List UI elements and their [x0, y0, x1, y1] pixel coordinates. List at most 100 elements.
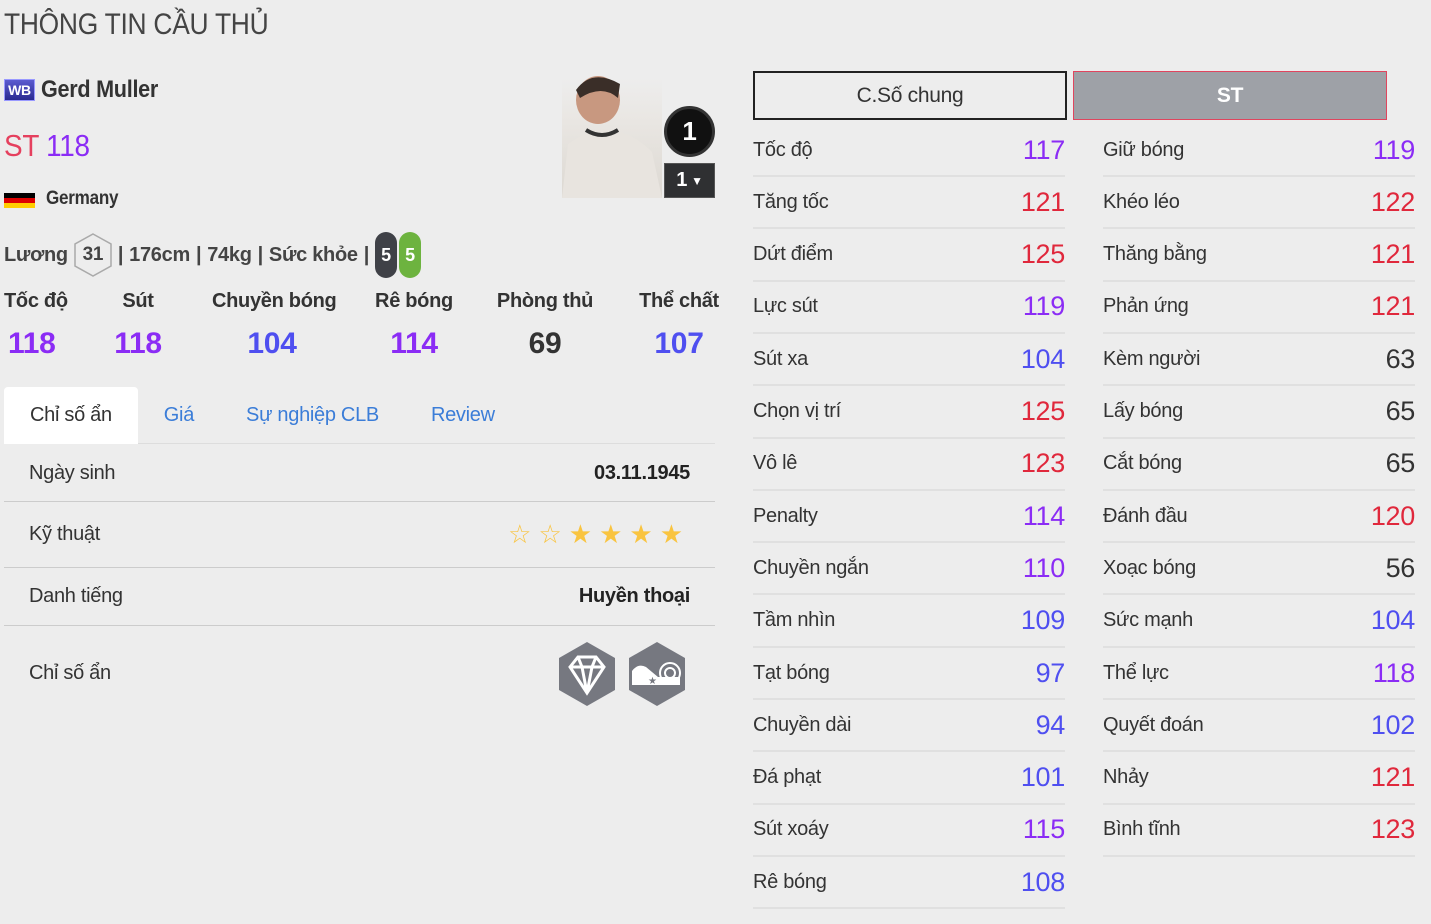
player-photo — [562, 72, 662, 198]
star-empty-icon: ☆ — [538, 519, 569, 549]
stat-label: Cắt bóng — [1103, 452, 1182, 475]
stat-value: 121 — [1370, 291, 1415, 322]
stat-label: Penalty — [753, 504, 818, 527]
stat-value: 56 — [1385, 552, 1416, 583]
stat-row: Rê bóng 108 — [753, 857, 1065, 910]
stat-row: Dứt điểm 125 — [753, 230, 1065, 282]
stat-row: Chuyền ngắn 110 — [753, 543, 1065, 596]
general-stats-button[interactable]: C.Số chung — [753, 71, 1067, 120]
salary-label: Lương — [4, 243, 68, 266]
stat-row: Cắt bóng 65 — [1103, 439, 1415, 491]
stat-row: Phản ứng 121 — [1103, 282, 1415, 334]
stat-row: Đá phạt 101 — [753, 753, 1065, 805]
stat-label: Phản ứng — [1103, 295, 1189, 318]
stat-value: 65 — [1385, 448, 1416, 479]
stat-row: Đánh đầu 120 — [1103, 491, 1415, 544]
left-foot: 5 — [375, 232, 398, 278]
stat-label: Thăng bằng — [1103, 243, 1207, 266]
stat-value: 104 — [1020, 343, 1065, 374]
stat-row: Nhảy 121 — [1103, 753, 1415, 805]
stat-row: Sức mạnh 104 — [1103, 596, 1415, 648]
stat-label: Chuyền ngắn — [753, 556, 869, 579]
stat-value: 114 — [1022, 500, 1065, 531]
season-badge-icon: WB — [4, 79, 35, 101]
stat-value: 121 — [1370, 762, 1415, 793]
stat-value: 117 — [1022, 134, 1065, 165]
level-value: 1 — [676, 169, 688, 191]
stat-label: Lực sút — [753, 295, 818, 318]
stat-value: 121 — [1020, 186, 1065, 217]
stat-row: Bình tĩnh 123 — [1103, 805, 1415, 857]
stat-label: Dứt điểm — [753, 243, 833, 266]
level-dropdown[interactable]: 1 ▼ — [664, 163, 715, 198]
stat-row: Sút xa 104 — [753, 334, 1065, 387]
stat-row: Tốc độ 117 — [753, 125, 1065, 177]
stat-label: Giữ bóng — [1103, 138, 1185, 161]
info-tabs: Chỉ số ẩn Giá Sự nghiệp CLB Review — [4, 387, 715, 444]
star-filled-icon: ★ — [568, 519, 600, 549]
height: 176cm — [129, 243, 190, 266]
player-name: Gerd Muller — [41, 76, 159, 103]
feet-icon: 5 5 — [375, 232, 422, 278]
stat-value: 122 — [1370, 186, 1415, 217]
right-foot: 5 — [399, 232, 422, 278]
skill-stars: ☆☆★★★★ — [508, 519, 690, 550]
stat-label: Khéo léo — [1103, 190, 1180, 213]
stat-row: Sút xoáy 115 — [753, 805, 1065, 857]
stat-value: 94 — [1035, 709, 1066, 740]
star-filled-icon: ★ — [659, 519, 690, 549]
stat-row: Tăng tốc 121 — [753, 177, 1065, 230]
stat-row: Lấy bóng 65 — [1103, 387, 1415, 439]
diamond-trait-icon[interactable] — [558, 641, 616, 707]
skill-row: Kỹ thuật ☆☆★★★★ — [4, 502, 715, 568]
stat-row: Giữ bóng 119 — [1103, 125, 1415, 177]
stat-value: 119 — [1372, 134, 1415, 165]
tab-price[interactable]: Giá — [163, 404, 195, 426]
star-empty-icon: ☆ — [508, 519, 539, 549]
stat-label: Bình tĩnh — [1103, 818, 1181, 841]
summary-passing: Chuyền bóng 104 — [212, 290, 337, 360]
fame-row: Danh tiếng Huyền thoại — [4, 568, 715, 626]
fitness-label: Sức khỏe — [268, 243, 358, 266]
germany-flag-icon — [4, 193, 35, 208]
stat-row: Khéo léo 122 — [1103, 177, 1415, 230]
stat-row: Chuyền dài 94 — [753, 700, 1066, 753]
stat-label: Lấy bóng — [1103, 400, 1183, 422]
stat-label: Chọn vị trí — [753, 400, 841, 422]
stat-value: 65 — [1385, 396, 1416, 426]
tab-review[interactable]: Review — [430, 404, 495, 426]
stat-value: 120 — [1370, 500, 1415, 531]
stat-value: 119 — [1022, 291, 1065, 322]
stat-value: 104 — [1370, 605, 1415, 636]
stat-row: Xoạc bóng 56 — [1103, 543, 1416, 596]
stat-value: 118 — [1372, 657, 1415, 688]
position-stats-button[interactable]: ST — [1073, 71, 1387, 120]
stat-value: 101 — [1020, 762, 1065, 793]
upgrade-level-coin: 1 — [664, 106, 715, 157]
stat-label: Tốc độ — [753, 138, 813, 161]
summary-physical: Thể chất 107 — [639, 290, 719, 360]
tab-club-career[interactable]: Sự nghiệp CLB — [246, 404, 379, 426]
summary-dribbling: Rê bóng 114 — [375, 290, 453, 360]
weight: 74kg — [207, 243, 252, 266]
summary-shooting: Sút 118 — [114, 290, 162, 360]
stat-label: Sức mạnh — [1103, 609, 1193, 632]
stat-row: Vô lê 123 — [753, 439, 1065, 491]
stat-row: Kèm người 63 — [1103, 334, 1415, 387]
stat-row: Tầm nhìn 109 — [753, 596, 1065, 648]
stat-row: Penalty 114 — [753, 491, 1065, 544]
summary-defending: Phòng thủ 69 — [496, 290, 594, 360]
stat-value: 123 — [1370, 814, 1415, 845]
boot-finesse-trait-icon[interactable]: ★ — [628, 641, 686, 707]
stat-value: 102 — [1370, 709, 1415, 740]
stat-value: 108 — [1020, 866, 1065, 897]
page-title: THÔNG TIN CẦU THỦ — [4, 8, 269, 41]
stat-row: Quyết đoán 102 — [1103, 700, 1415, 753]
stat-label: Tầm nhìn — [753, 609, 836, 632]
stat-value: 115 — [1022, 814, 1065, 845]
stat-value: 123 — [1020, 448, 1065, 479]
position-rating: ST 118 — [4, 128, 90, 164]
stat-value: 110 — [1022, 552, 1065, 583]
tab-hidden-stats[interactable]: Chỉ số ẩn — [4, 387, 138, 444]
stat-label: Đá phạt — [753, 766, 821, 789]
